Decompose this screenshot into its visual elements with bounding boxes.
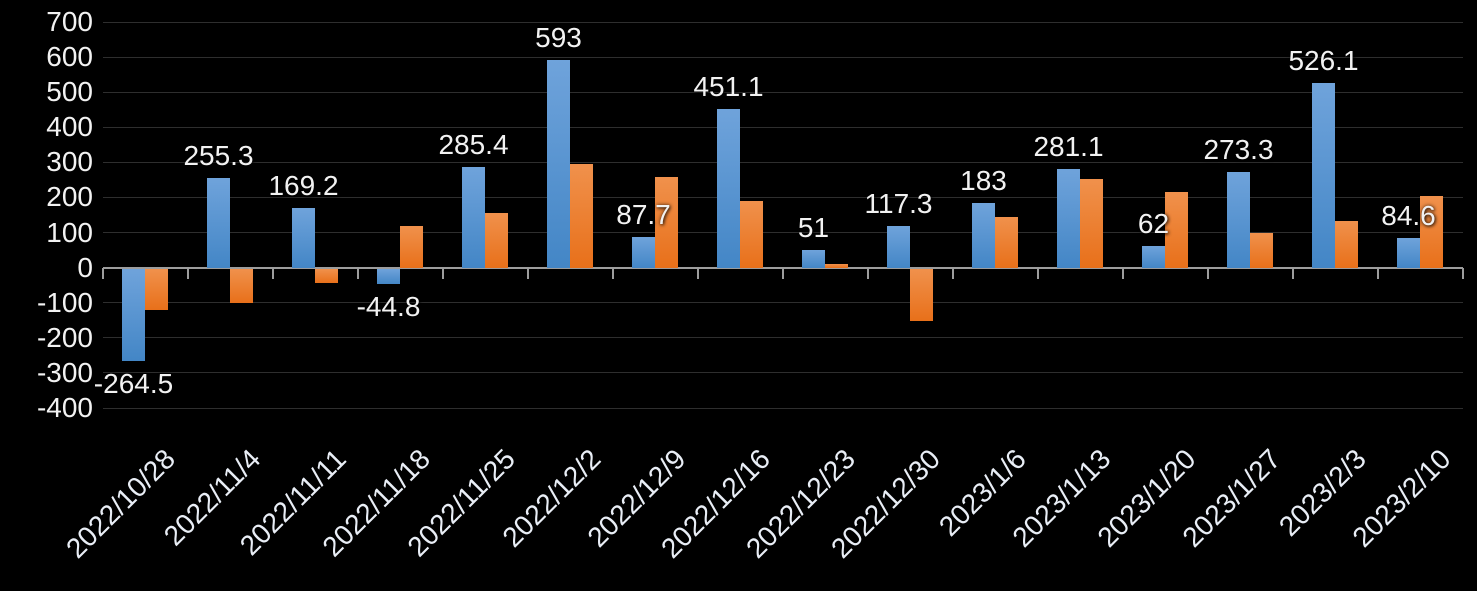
gridline-700: [103, 21, 1463, 23]
x-axis-tick-mark: [527, 267, 529, 279]
series-2-orange-bar: [740, 200, 763, 268]
data-label: 84.6: [1381, 199, 1436, 231]
series-1-blue-bar: [1142, 245, 1165, 268]
series-1-blue-bar: [462, 167, 485, 268]
data-label: 169.2: [268, 170, 339, 202]
series-2-orange-bar: [400, 225, 423, 268]
series-2-orange-bar: [145, 268, 168, 311]
series-2-orange-bar: [995, 217, 1018, 268]
series-2-orange-bar: [825, 264, 848, 268]
x-axis-tick-mark: [1292, 267, 1294, 279]
series-2-orange-bar: [910, 268, 933, 321]
y-axis-tick-label: 700: [46, 6, 93, 37]
series-1-blue-bar: [972, 203, 995, 268]
data-label: 593: [535, 21, 582, 53]
data-label: 51: [797, 211, 830, 243]
x-axis-tick-mark: [272, 267, 274, 279]
x-axis-tick-mark: [102, 267, 104, 279]
series-2-orange-bar: [1080, 178, 1103, 268]
series-2-orange-bar: [485, 212, 508, 268]
series-1-blue-bar: [802, 249, 825, 268]
x-axis-tick-mark: [867, 267, 869, 279]
y-axis-tick-label: 300: [46, 146, 93, 178]
series-1-blue-bar: [1057, 168, 1080, 268]
y-axis-tick-label: 100: [46, 216, 93, 248]
series-1-blue-bar: [377, 268, 400, 285]
series-2-orange-bar: [230, 268, 253, 304]
gridline-500: [103, 91, 1463, 93]
y-axis-tick-label: 0: [77, 251, 93, 283]
x-axis-tick-mark: [1037, 267, 1039, 279]
data-label: 526.1: [1288, 45, 1359, 77]
y-axis-tick-label: 600: [46, 41, 93, 73]
gridline-200: [103, 196, 1463, 198]
data-label: 285.4: [438, 129, 509, 161]
x-axis-tick-mark: [442, 267, 444, 279]
x-axis-tick-mark: [1122, 267, 1124, 279]
y-axis-tick-label: -300: [36, 356, 93, 388]
x-axis-tick-mark: [952, 267, 954, 279]
series-1-blue-bar: [887, 226, 910, 268]
series-1-blue-bar: [292, 208, 315, 268]
data-label: 183: [960, 165, 1007, 197]
x-axis-tick-mark: [612, 267, 614, 279]
x-axis-category-label: 2022/10/28: [60, 443, 182, 565]
series-1-blue-bar: [122, 268, 145, 362]
series-1-blue-bar: [547, 59, 570, 268]
x-axis-tick-mark: [1462, 267, 1464, 279]
data-label: 62: [1137, 207, 1170, 239]
series-1-blue-bar: [207, 178, 230, 268]
series-2-orange-bar: [570, 164, 593, 268]
data-label: 273.3: [1203, 133, 1274, 165]
data-label: 255.3: [183, 140, 254, 172]
series-2-orange-bar: [315, 268, 338, 283]
gridline-600: [103, 56, 1463, 58]
gridline-300: [103, 161, 1463, 163]
y-axis-tick-label: -200: [36, 321, 93, 353]
x-axis-tick-mark: [697, 267, 699, 279]
series-1-blue-bar: [632, 236, 655, 268]
y-axis-tick-label: 500: [46, 76, 93, 108]
data-label: 281.1: [1033, 130, 1104, 162]
series-1-blue-bar: [1312, 83, 1335, 268]
data-label: -264.5: [93, 368, 174, 400]
gridline--400: [103, 407, 1463, 409]
series-2-orange-bar: [1250, 233, 1273, 268]
y-axis-tick-label: 200: [46, 181, 93, 213]
x-axis-tick-mark: [187, 267, 189, 279]
data-label: -44.8: [356, 291, 421, 323]
x-axis-tick-mark: [1207, 267, 1209, 279]
series-2-orange-bar: [1165, 192, 1188, 268]
gridline--100: [103, 302, 1463, 304]
x-axis-tick-mark: [1377, 267, 1379, 279]
data-label: 451.1: [693, 71, 764, 103]
data-label: 87.7: [616, 198, 671, 230]
series-2-orange-bar: [1420, 196, 1443, 268]
gridline--300: [103, 372, 1463, 374]
y-axis-tick-label: -400: [36, 392, 93, 423]
x-axis-tick-mark: [782, 267, 784, 279]
gridline--200: [103, 337, 1463, 339]
series-2-orange-bar: [655, 177, 678, 268]
series-1-blue-bar: [1397, 237, 1420, 268]
y-axis-tick-label: 400: [46, 111, 93, 143]
series-1-blue-bar: [1227, 171, 1250, 268]
gridline-100: [103, 232, 1463, 234]
series-1-blue-bar: [717, 109, 740, 268]
x-axis-tick-mark: [357, 267, 359, 279]
data-label: 117.3: [864, 188, 933, 220]
gridline-400: [103, 126, 1463, 128]
series-2-orange-bar: [1335, 220, 1358, 268]
y-axis-tick-label: -100: [36, 286, 93, 318]
